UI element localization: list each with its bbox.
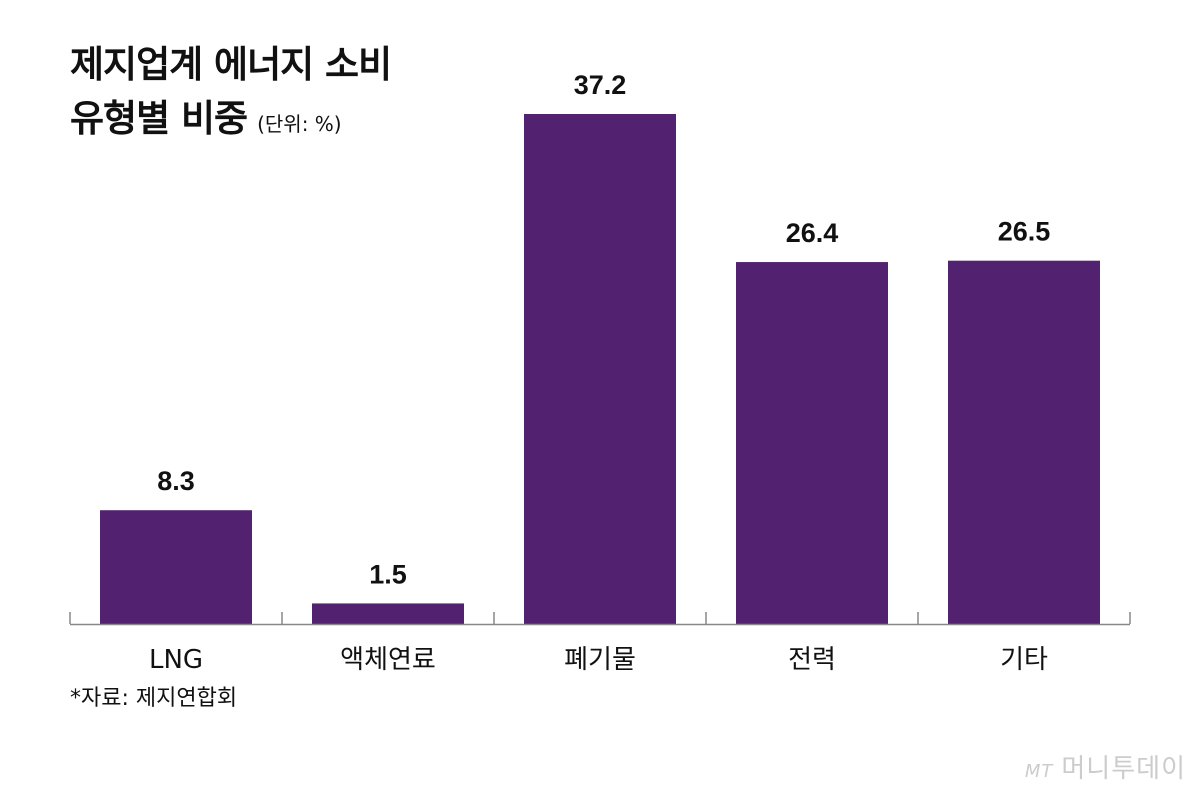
bar-4 [948, 260, 1100, 624]
chart-title-line1: 제지업계 에너지 소비 [70, 43, 392, 86]
data-label-2: 37.2 [574, 70, 627, 100]
category-label-0: LNG [149, 645, 203, 675]
watermark-logo: MT 머니투데이 [1025, 748, 1186, 785]
data-label-1: 1.5 [369, 559, 407, 589]
data-label-0: 8.3 [157, 466, 195, 496]
unit-label: (단위: %) [257, 112, 342, 136]
watermark-name: 머니투데이 [1061, 754, 1186, 784]
category-label-1: 액체연료 [340, 645, 436, 675]
category-label-2: 폐기물 [564, 645, 636, 675]
bar-0 [100, 510, 252, 624]
source-note: *자료: 제지연합회 [70, 686, 238, 711]
chart-title-text: 유형별 비중 [70, 97, 248, 140]
bar-2 [524, 114, 676, 624]
data-label-4: 26.5 [998, 217, 1051, 247]
watermark-mt: MT [1024, 761, 1054, 782]
category-label-3: 전력 [788, 645, 836, 675]
chart-title-line2: 유형별 비중 (단위: %) [70, 88, 342, 142]
bar-1 [312, 603, 464, 624]
data-label-3: 26.4 [786, 218, 839, 248]
category-label-4: 기타 [1000, 645, 1048, 675]
bar-3 [736, 262, 888, 624]
